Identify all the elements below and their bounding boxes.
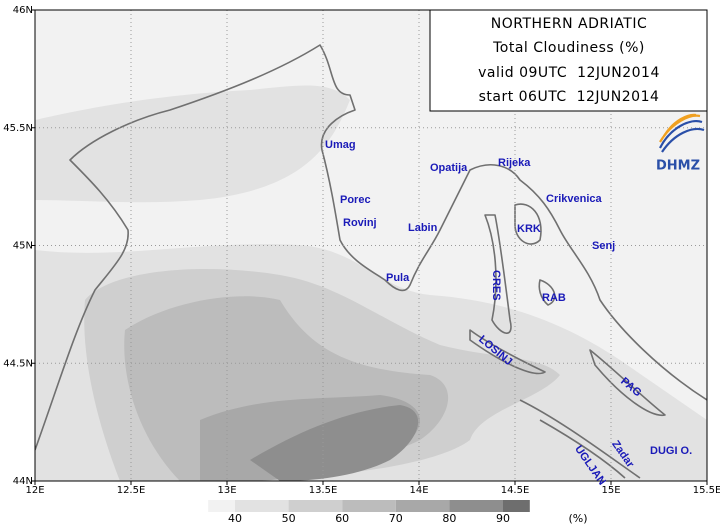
legend-swatch <box>208 500 235 512</box>
info-box: NORTHERN ADRIATIC Total Cloudiness (%) v… <box>429 9 708 112</box>
legend-level: 90 <box>496 512 510 525</box>
island-pag <box>589 349 666 416</box>
legend-level: 80 <box>442 512 456 525</box>
legend-level: 40 <box>228 512 242 525</box>
place-label: Senj <box>592 240 615 252</box>
x-tick-label: 12E <box>25 485 44 496</box>
grid: 12E 12.5E 13E 13.5E 14E 14.5E 15E 15.5E 44N 44.5N… <box>3 5 720 496</box>
legend-level: 70 <box>389 512 403 525</box>
x-tick-label: 13E <box>217 485 236 496</box>
place-label: Rijeka <box>498 157 531 169</box>
y-tick-label: 44.5N <box>3 358 33 369</box>
y-tick-label: 45N <box>13 241 33 252</box>
field-90 <box>250 405 419 481</box>
legend-swatch <box>235 500 289 512</box>
island-rab <box>538 279 556 306</box>
logo-mark <box>659 113 705 153</box>
island-losinj <box>469 329 546 375</box>
island-krk <box>514 203 542 245</box>
x-tick-label: 15.5E <box>693 485 720 496</box>
logo: DHMZ <box>656 113 705 174</box>
y-tick-label: 45.5N <box>3 123 33 134</box>
legend: 40 50 60 70 80 90 (%) <box>208 500 588 525</box>
place-label: KRK <box>517 223 541 235</box>
header-line: Total Cloudiness (%) <box>492 40 645 56</box>
x-tick-label: 12.5E <box>117 485 146 496</box>
legend-swatch <box>342 500 396 512</box>
coastline <box>35 44 707 451</box>
place-label: Pula <box>386 272 410 284</box>
place-label: DUGI O. <box>650 445 692 457</box>
legend-level: 50 <box>282 512 296 525</box>
island-chain <box>519 399 641 479</box>
legend-swatch <box>288 500 343 512</box>
logo-text: DHMZ <box>656 159 700 174</box>
place-label: Porec <box>340 194 371 206</box>
x-tick-label: 14E <box>409 485 428 496</box>
x-tick-label: 15E <box>601 485 620 496</box>
x-tick-label: 13.5E <box>309 485 338 496</box>
legend-level: 60 <box>335 512 349 525</box>
place-label: Umag <box>325 139 356 151</box>
place-label: Opatija <box>430 162 468 174</box>
info-box-frame <box>429 9 708 112</box>
y-tick-label: 46N <box>13 5 33 16</box>
legend-swatch <box>395 500 450 512</box>
legend-unit: (%) <box>568 512 587 525</box>
x-tick-label: 14.5E <box>501 485 530 496</box>
place-label: CRES <box>490 270 502 301</box>
legend-swatch <box>503 500 530 512</box>
place-label: Labin <box>408 222 438 234</box>
place-label: Crikvenica <box>546 193 603 205</box>
field-50-north <box>35 85 350 203</box>
header-line: NORTHERN ADRIATIC <box>491 16 647 32</box>
y-tick-label: 44N <box>13 476 33 487</box>
island-cres <box>484 214 512 334</box>
place-label: RAB <box>542 292 566 304</box>
place-label: Rovinj <box>343 217 377 229</box>
map-frame <box>34 9 708 482</box>
header-line: start 06UTC 12JUN2014 <box>479 89 660 105</box>
header-line: valid 09UTC 12JUN2014 <box>478 65 660 81</box>
legend-swatch <box>449 500 503 512</box>
